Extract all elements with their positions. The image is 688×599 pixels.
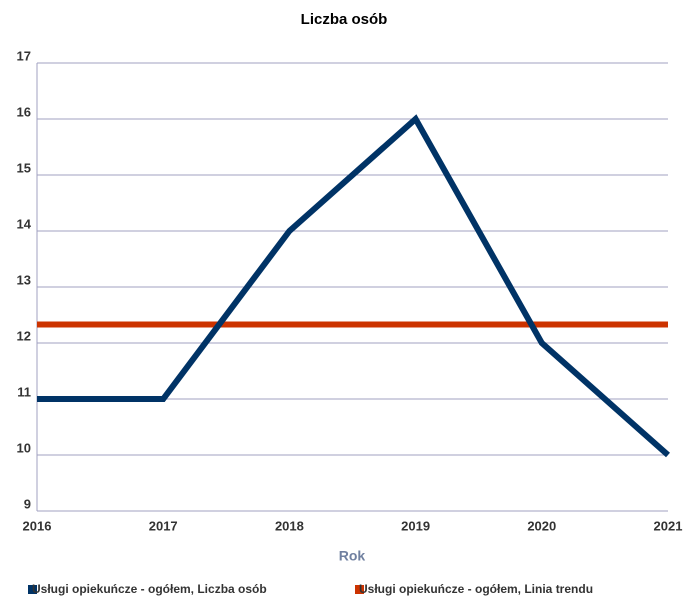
y-tick-label: 11: [17, 384, 31, 399]
y-tick-label: 17: [17, 48, 31, 63]
x-tick-label: 2020: [527, 518, 556, 533]
y-tick-label: 14: [17, 216, 32, 231]
x-tick-label: 2019: [401, 518, 430, 533]
legend-swatch: [355, 585, 364, 594]
x-tick-label: 2017: [149, 518, 178, 533]
legend-swatch: [28, 585, 37, 594]
y-tick-label: 9: [24, 496, 31, 511]
y-tick-label: 10: [17, 440, 31, 455]
y-tick-label: 13: [17, 272, 31, 287]
y-tick-label: 16: [17, 104, 31, 119]
x-tick-label: 2021: [654, 518, 683, 533]
y-tick-label: 12: [17, 328, 31, 343]
legend-label: Usługi opiekuńcze - ogółem, Liczba osób: [32, 582, 267, 596]
x-tick-label: 2016: [23, 518, 52, 533]
x-axis-label: Rok: [339, 548, 366, 564]
y-tick-label: 15: [17, 160, 31, 175]
legend-label: Usługi opiekuńcze - ogółem, Linia trendu: [359, 582, 593, 596]
x-tick-label: 2018: [275, 518, 304, 533]
series-line: [37, 114, 670, 458]
chart-title: Liczba osób: [301, 11, 388, 28]
